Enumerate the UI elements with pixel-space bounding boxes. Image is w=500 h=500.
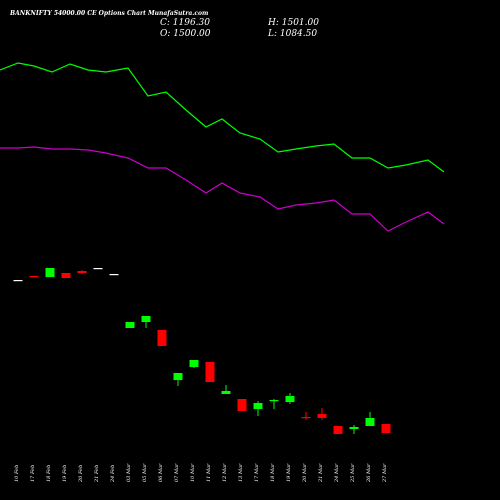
candle-body-13 xyxy=(221,391,231,394)
candle-body-19 xyxy=(317,414,327,418)
x-tick-label: 12 Mar xyxy=(222,463,228,482)
x-tick-label: 17 Feb xyxy=(30,465,36,482)
candle-body-17 xyxy=(285,396,295,402)
candle-body-5 xyxy=(93,268,103,270)
x-tick-label: 05 Mar xyxy=(142,463,148,482)
candle-body-3 xyxy=(61,273,71,278)
x-tick-label: 20 Mar xyxy=(302,463,308,483)
x-tick-label: 21 Mar xyxy=(318,463,324,483)
candle-body-11 xyxy=(189,360,199,367)
series-line-2 xyxy=(0,146,445,232)
candle-body-14 xyxy=(237,399,247,411)
close-value: C: 1196.30 xyxy=(160,18,210,28)
x-tick-label: 24 Feb xyxy=(110,465,116,483)
x-tick-label: 18 Feb xyxy=(46,465,52,482)
x-tick-label: 27 Mar xyxy=(382,463,388,483)
open-value: O: 1500.00 xyxy=(160,29,211,39)
x-tick-label: 20 Feb xyxy=(78,465,84,483)
low-value: L: 1084.50 xyxy=(267,29,317,39)
candle-body-7 xyxy=(125,322,135,328)
x-tick-label: 13 Mar xyxy=(238,463,244,482)
x-tick-label: 19 Mar xyxy=(286,463,292,482)
candle-body-18 xyxy=(301,417,311,419)
candle-body-21 xyxy=(349,427,359,429)
x-tick-label: 10 Mar xyxy=(190,463,196,482)
x-tick-label: 24 Mar xyxy=(334,463,340,483)
candle-body-20 xyxy=(333,426,343,434)
candle-body-0 xyxy=(13,280,23,282)
x-tick-label: 17 Mar xyxy=(254,463,260,482)
candle-body-15 xyxy=(253,403,263,409)
chart-title: BANKNIFTY 54000.00 CE Options Chart Muna… xyxy=(9,10,208,17)
candle-body-16 xyxy=(269,400,279,402)
candle-body-23 xyxy=(381,424,391,433)
candle-body-4 xyxy=(77,271,87,273)
candle-body-22 xyxy=(365,418,375,426)
x-tick-label: 21 Feb xyxy=(94,465,100,483)
candles xyxy=(13,268,391,434)
candle-body-8 xyxy=(141,316,151,322)
series-line-1 xyxy=(0,62,445,173)
high-value: H: 1501.00 xyxy=(267,18,319,28)
x-tick-label: 11 Mar xyxy=(206,463,212,482)
x-tick-label: 25 Mar xyxy=(350,463,356,483)
candle-body-2 xyxy=(45,268,55,277)
x-axis-ticks: 10 Feb 17 Feb 18 Feb 19 Feb 20 Feb 21 Feb 24 F… xyxy=(14,463,388,483)
x-tick-label: 18 Mar xyxy=(270,463,276,482)
candle-body-9 xyxy=(157,330,167,346)
x-tick-label: 26 Mar xyxy=(366,463,372,483)
x-tick-label: 19 Feb xyxy=(62,465,68,482)
x-tick-label: 06 Mar xyxy=(158,463,164,482)
candle-body-1 xyxy=(29,276,39,278)
x-tick-label: 07 Mar xyxy=(174,463,180,482)
x-tick-label: 10 Feb xyxy=(14,465,20,482)
candle-body-12 xyxy=(205,362,215,382)
moving-average-lines xyxy=(0,62,445,232)
x-tick-label: 03 Mar xyxy=(126,463,132,482)
candle-body-10 xyxy=(173,373,183,380)
candle-body-6 xyxy=(109,274,119,276)
